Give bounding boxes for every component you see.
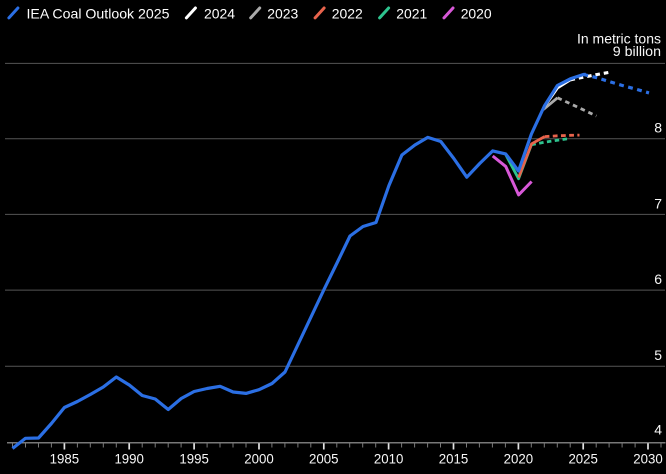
svg-text:2022: 2022	[332, 6, 363, 22]
svg-text:2000: 2000	[244, 450, 274, 466]
svg-text:4: 4	[654, 422, 662, 438]
svg-text:8: 8	[654, 120, 662, 136]
svg-text:1985: 1985	[50, 450, 80, 466]
svg-text:2021: 2021	[396, 6, 427, 22]
svg-text:2024: 2024	[204, 6, 235, 22]
svg-text:2030: 2030	[633, 450, 663, 466]
svg-text:9 billion: 9 billion	[613, 43, 661, 59]
svg-text:6: 6	[654, 271, 662, 287]
svg-text:2025: 2025	[568, 450, 598, 466]
svg-text:1995: 1995	[179, 450, 209, 466]
svg-text:In metric tons: In metric tons	[577, 30, 661, 46]
svg-text:2023: 2023	[267, 6, 298, 22]
svg-text:2005: 2005	[309, 450, 339, 466]
svg-text:2010: 2010	[374, 450, 404, 466]
svg-text:2015: 2015	[439, 450, 469, 466]
svg-text:2020: 2020	[504, 450, 534, 466]
svg-text:5: 5	[654, 347, 662, 363]
svg-text:7: 7	[654, 195, 662, 211]
svg-text:IEA Coal Outlook 2025: IEA Coal Outlook 2025	[27, 6, 170, 22]
svg-text:1990: 1990	[114, 450, 144, 466]
svg-text:2020: 2020	[461, 6, 492, 22]
